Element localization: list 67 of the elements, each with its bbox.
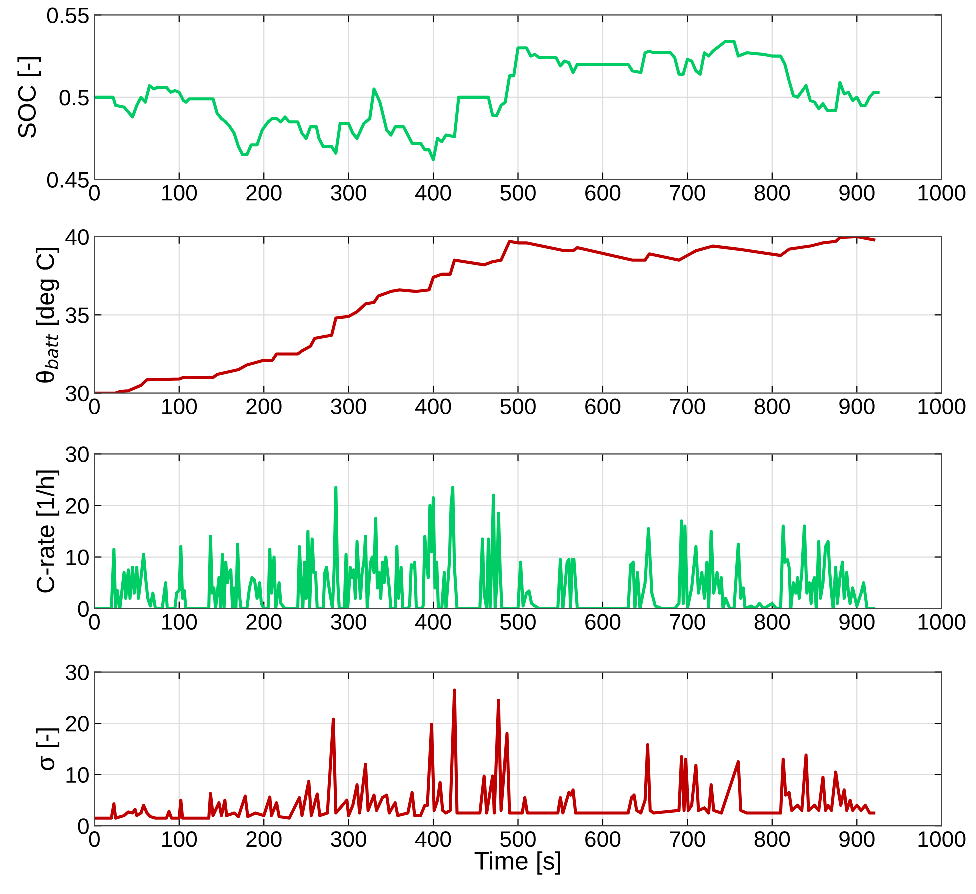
x-tick-label: 900 [840, 832, 875, 848]
x-tick-label: 1000 [918, 398, 966, 415]
x-tick-label: 900 [840, 185, 875, 201]
x-tick-label: 400 [416, 185, 452, 201]
x-tick-label: 500 [500, 614, 536, 630]
x-tick-label: 300 [331, 832, 366, 848]
x-tick-label: 400 [416, 614, 452, 630]
x-tick-label: 100 [162, 614, 198, 630]
x-tick-label: 700 [670, 185, 706, 201]
x-tick-label: 200 [246, 398, 282, 415]
y-tick-label: 20 [66, 498, 89, 514]
x-tick-label: 600 [586, 832, 621, 848]
y-axis-title: SOC [-] [18, 58, 42, 138]
y-tick-label: 30 [66, 386, 89, 402]
y-tick-label: 30 [66, 664, 89, 681]
y-tick-label: 35 [66, 308, 89, 324]
x-tick-label: 100 [162, 832, 198, 848]
x-tick-label: 0 [89, 832, 100, 848]
x-tick-label: 0 [89, 398, 100, 415]
x-axis-title: Time [s] [474, 852, 560, 875]
x-tick-label: 200 [246, 185, 282, 201]
x-tick-label: 700 [670, 614, 706, 630]
x-tick-label: 900 [840, 614, 875, 630]
y-tick-label: 0.5 [60, 90, 89, 106]
x-tick-label: 100 [162, 398, 198, 415]
y-tick-label: 10 [66, 550, 89, 566]
y-tick-label: 0 [78, 601, 89, 618]
x-tick-label: 700 [670, 832, 706, 848]
y-tick-label: 30 [66, 446, 89, 462]
x-tick-label: 1000 [918, 185, 966, 201]
x-tick-label: 600 [586, 185, 621, 201]
line-series [94, 40, 880, 162]
y-axis-title: C-rate [1/h] [36, 470, 60, 593]
y-tick-label: 20 [66, 716, 89, 732]
x-tick-label: 500 [500, 185, 536, 201]
y-axis-title: σ [-] [36, 728, 60, 770]
x-tick-label: 300 [331, 398, 366, 415]
line-series [94, 236, 876, 394]
x-tick-label: 0 [89, 185, 100, 201]
x-tick-label: 100 [162, 185, 198, 201]
x-tick-label: 700 [670, 398, 706, 415]
x-tick-label: 600 [586, 398, 621, 415]
y-tick-label: 40 [66, 229, 89, 246]
x-tick-label: 200 [246, 832, 282, 848]
y-tick-label: 10 [66, 767, 89, 784]
y-tick-label: 0.55 [47, 8, 89, 24]
x-tick-label: 1000 [918, 832, 966, 848]
y-tick-label: 0.45 [47, 172, 89, 188]
line-series [94, 688, 876, 820]
x-tick-label: 600 [586, 614, 621, 630]
x-tick-label: 400 [416, 832, 452, 848]
x-tick-label: 300 [331, 185, 366, 201]
x-tick-label: 1000 [918, 614, 966, 630]
x-tick-label: 500 [500, 832, 536, 848]
x-tick-label: 800 [754, 185, 790, 201]
x-tick-label: 800 [754, 398, 790, 415]
x-tick-label: 0 [89, 614, 100, 630]
x-tick-label: 800 [754, 832, 790, 848]
x-tick-label: 800 [754, 614, 790, 630]
x-tick-label: 500 [500, 398, 536, 415]
x-tick-label: 400 [416, 398, 452, 415]
y-tick-label: 0 [78, 818, 89, 834]
line-series [94, 486, 876, 609]
y-axis-title: θ$_{batt}$ [deg C] [36, 248, 60, 383]
x-tick-label: 200 [246, 614, 282, 630]
x-tick-label: 900 [840, 398, 875, 415]
x-tick-label: 300 [331, 614, 366, 630]
